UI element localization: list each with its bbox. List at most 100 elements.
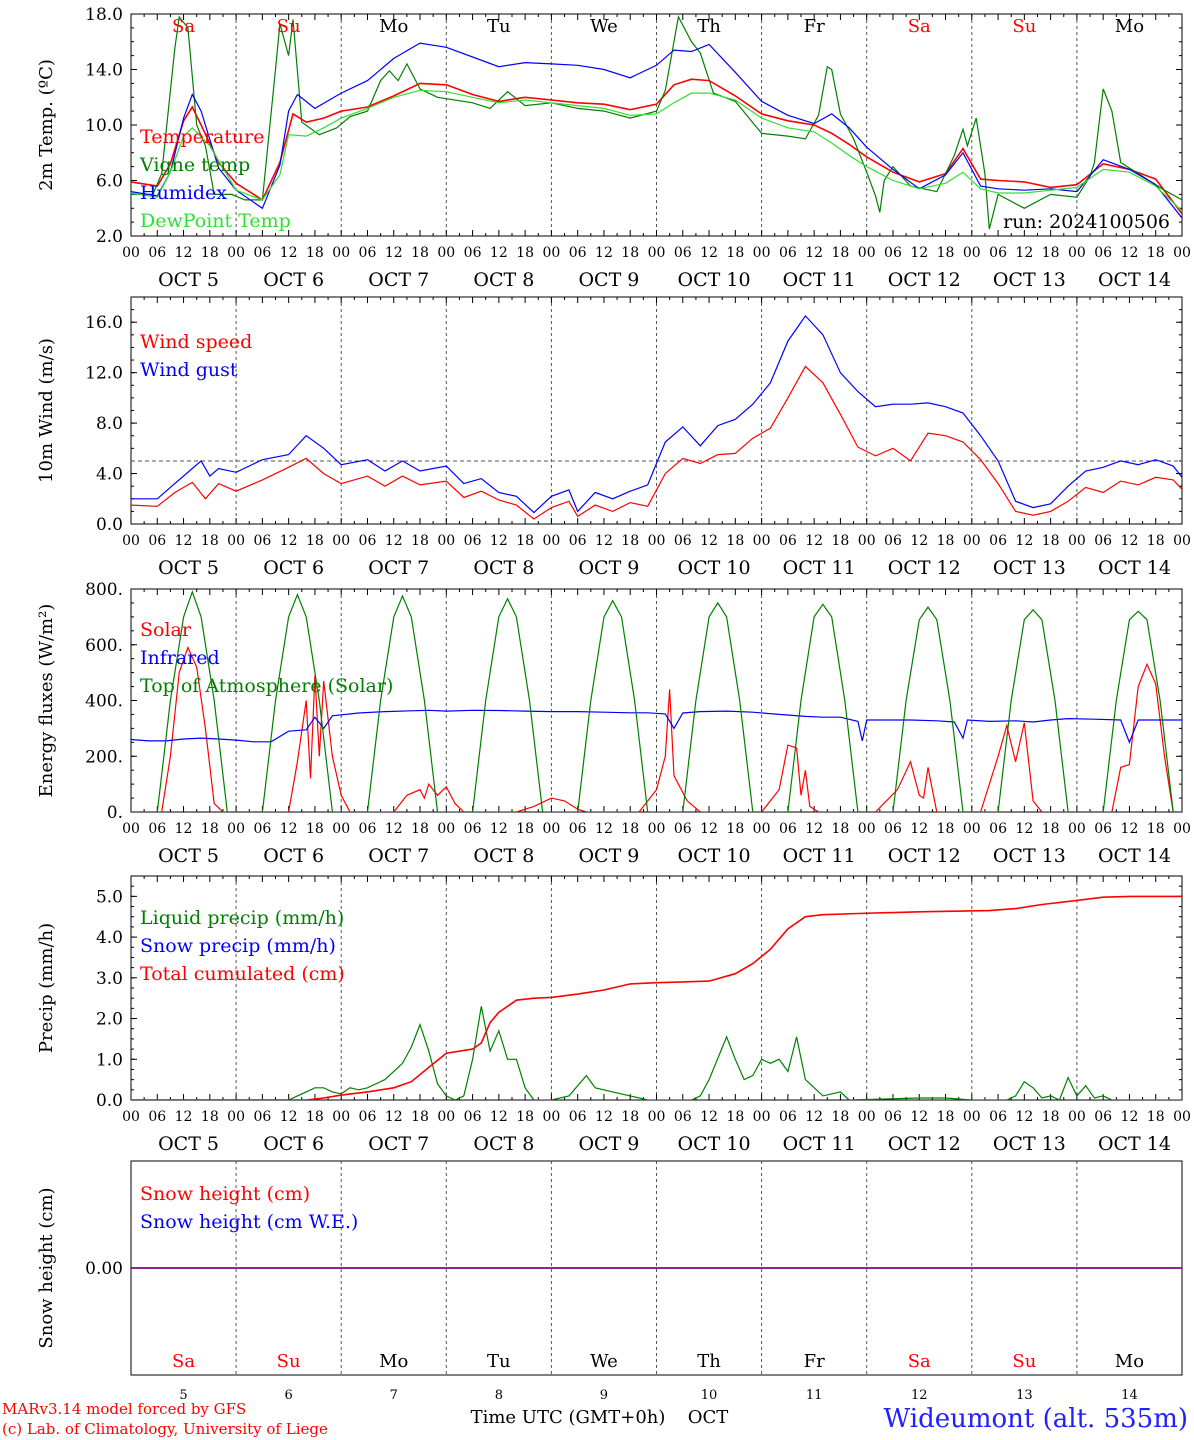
date-label: OCT 9 bbox=[578, 269, 639, 291]
day-abbr-label: Su bbox=[277, 16, 301, 37]
day-abbr-label: Sa bbox=[908, 16, 931, 37]
date-label: OCT 9 bbox=[578, 845, 639, 867]
date-label: OCT 6 bbox=[263, 845, 324, 867]
legend-entry: Solar bbox=[140, 619, 192, 641]
hour-tick-label: 00 bbox=[332, 245, 350, 261]
hour-tick-label: 12 bbox=[280, 1109, 298, 1125]
hour-tick-label: 06 bbox=[569, 533, 587, 549]
hour-tick-label: 06 bbox=[884, 1109, 902, 1125]
y-tick-label: 3.0 bbox=[96, 969, 123, 989]
hour-tick-label: 00 bbox=[753, 533, 771, 549]
legend-entry: Wind speed bbox=[140, 331, 252, 353]
hour-tick-label: 18 bbox=[937, 821, 955, 837]
hour-tick-label: 18 bbox=[201, 245, 219, 261]
date-label: OCT 14 bbox=[1098, 1133, 1171, 1155]
hour-tick-label: 18 bbox=[411, 245, 429, 261]
hour-tick-label: 06 bbox=[148, 1109, 166, 1125]
legend-entry: Snow height (cm W.E.) bbox=[140, 1211, 358, 1233]
day-abbr-label: Th bbox=[697, 1351, 721, 1372]
series-line-top-of-atmosphere-solar- bbox=[131, 589, 1182, 812]
hour-tick-label: 18 bbox=[726, 821, 744, 837]
hour-tick-label: 12 bbox=[910, 245, 928, 261]
hour-tick-label: 18 bbox=[621, 245, 639, 261]
hour-tick-label: 12 bbox=[595, 1109, 613, 1125]
legend-entry: Temperature bbox=[140, 126, 264, 148]
hour-tick-label: 18 bbox=[1042, 1109, 1060, 1125]
hour-tick-label: 12 bbox=[700, 1109, 718, 1125]
hour-tick-label: 12 bbox=[1121, 533, 1139, 549]
hour-tick-label: 00 bbox=[963, 245, 981, 261]
day-abbr-label: Mo bbox=[379, 16, 408, 37]
hour-tick-label: 12 bbox=[595, 245, 613, 261]
hour-tick-label: 18 bbox=[1147, 533, 1165, 549]
y-tick-label: 12.0 bbox=[85, 364, 123, 384]
hour-tick-label: 00 bbox=[1173, 821, 1191, 837]
hour-tick-label: 06 bbox=[569, 245, 587, 261]
legend-entry: Snow precip (mm/h) bbox=[140, 935, 336, 957]
hour-tick-label: 06 bbox=[779, 245, 797, 261]
hour-tick-label: 06 bbox=[779, 533, 797, 549]
hour-tick-label: 06 bbox=[148, 245, 166, 261]
date-label: OCT 14 bbox=[1098, 269, 1171, 291]
panel-temp bbox=[130, 13, 1183, 237]
hour-tick-label: 12 bbox=[805, 533, 823, 549]
hour-tick-label: 00 bbox=[648, 1109, 666, 1125]
series-line-liquid-precip-mm-h- bbox=[131, 1006, 1182, 1100]
hour-tick-label: 18 bbox=[937, 1109, 955, 1125]
hour-tick-label: 00 bbox=[648, 821, 666, 837]
hour-tick-label: 06 bbox=[253, 533, 271, 549]
y-tick-label: 0.0 bbox=[96, 1091, 123, 1111]
hour-tick-label: 00 bbox=[227, 1109, 245, 1125]
hour-tick-label: 00 bbox=[1068, 1109, 1086, 1125]
hour-tick-label: 00 bbox=[227, 821, 245, 837]
hour-tick-label: 12 bbox=[175, 533, 193, 549]
date-label: OCT 12 bbox=[888, 269, 961, 291]
day-number-label: 6 bbox=[285, 1388, 293, 1403]
hour-tick-label: 06 bbox=[253, 1109, 271, 1125]
y-axis-title: Energy fluxes (W/m²) bbox=[36, 604, 57, 798]
day-abbr-label: Mo bbox=[1115, 1351, 1144, 1372]
hour-tick-label: 06 bbox=[884, 821, 902, 837]
run-label: run: 2024100506 bbox=[1003, 211, 1170, 233]
y-tick-label: 14.0 bbox=[85, 61, 123, 81]
date-label: OCT 14 bbox=[1098, 845, 1171, 867]
hour-tick-label: 18 bbox=[726, 533, 744, 549]
day-number-label: 9 bbox=[600, 1388, 608, 1403]
date-label: OCT 14 bbox=[1098, 557, 1171, 579]
hour-tick-label: 18 bbox=[411, 821, 429, 837]
hour-tick-label: 06 bbox=[253, 245, 271, 261]
hour-tick-label: 18 bbox=[726, 1109, 744, 1125]
y-tick-label: 1.0 bbox=[96, 1050, 123, 1070]
hour-tick-label: 06 bbox=[464, 245, 482, 261]
date-label: OCT 8 bbox=[473, 1133, 534, 1155]
day-abbr-label: We bbox=[590, 1351, 618, 1372]
hour-tick-label: 12 bbox=[700, 533, 718, 549]
hour-tick-label: 18 bbox=[306, 821, 324, 837]
hour-tick-label: 12 bbox=[490, 821, 508, 837]
date-label: OCT 12 bbox=[888, 1133, 961, 1155]
hour-tick-label: 00 bbox=[437, 1109, 455, 1125]
series-line-wind-speed bbox=[131, 365, 1182, 520]
y-axis-title: 10m Wind (m/s) bbox=[36, 338, 57, 483]
legend-entry: Total cumulated (cm) bbox=[140, 963, 345, 985]
hour-tick-label: 18 bbox=[516, 245, 534, 261]
day-abbr-label: Mo bbox=[1115, 16, 1144, 37]
date-label: OCT 7 bbox=[368, 1133, 429, 1155]
series-line-total-cumulated-cm- bbox=[131, 895, 1182, 1100]
y-axis-title: Snow height (cm) bbox=[36, 1187, 57, 1348]
hour-tick-label: 06 bbox=[569, 1109, 587, 1125]
hour-tick-label: 06 bbox=[569, 821, 587, 837]
date-label: OCT 7 bbox=[368, 845, 429, 867]
y-tick-label: 18.0 bbox=[85, 5, 123, 25]
hour-tick-label: 06 bbox=[674, 1109, 692, 1125]
hour-tick-label: 12 bbox=[385, 821, 403, 837]
y-tick-label: 8.0 bbox=[96, 414, 123, 434]
date-label: OCT 8 bbox=[473, 269, 534, 291]
legend-entry: Snow height (cm) bbox=[140, 1183, 310, 1205]
day-abbr-label: Su bbox=[1012, 16, 1036, 37]
hour-tick-label: 06 bbox=[884, 245, 902, 261]
hour-tick-label: 06 bbox=[148, 533, 166, 549]
hour-tick-label: 06 bbox=[1094, 245, 1112, 261]
day-abbr-label: Sa bbox=[172, 1351, 195, 1372]
hour-tick-label: 06 bbox=[359, 1109, 377, 1125]
